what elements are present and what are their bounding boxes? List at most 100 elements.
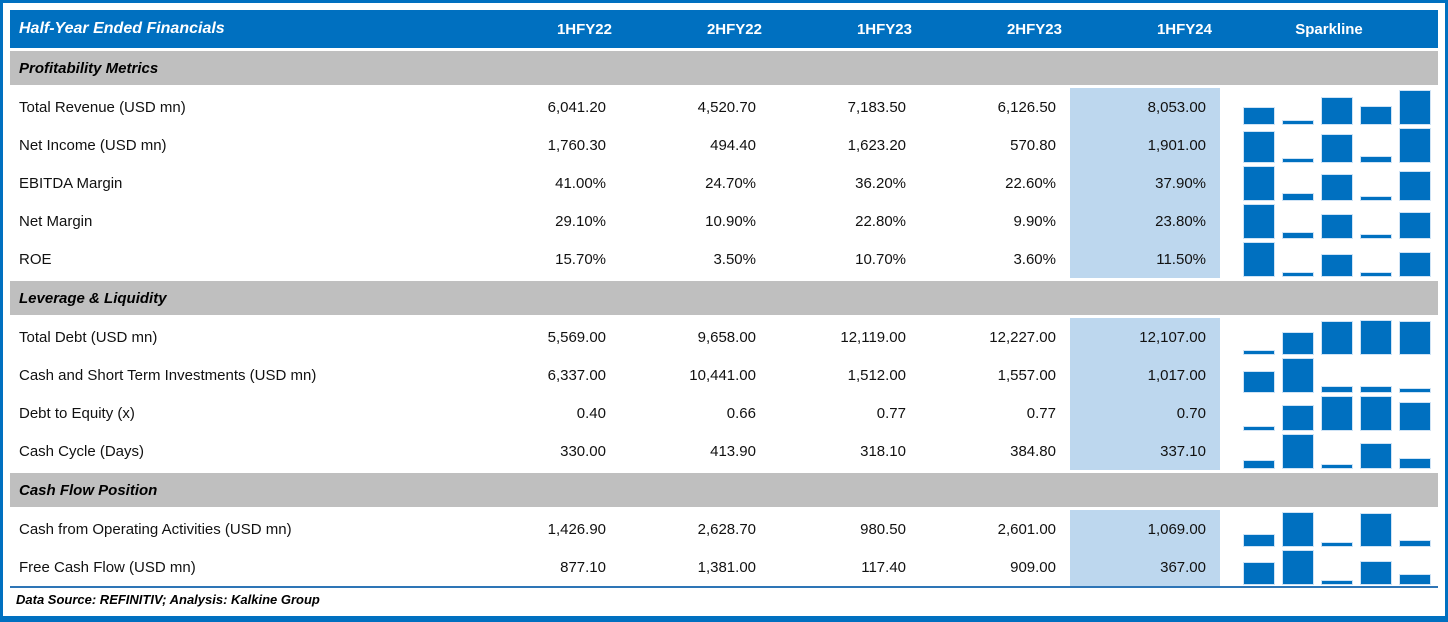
value-cell-1hfy22: 41.00% <box>555 174 606 192</box>
sparkline-bar <box>1243 426 1275 431</box>
value-cell-1hfy22: 877.10 <box>560 558 606 576</box>
sparkline-bar <box>1243 107 1275 125</box>
value-cell-1hfy22: 0.40 <box>576 404 606 422</box>
sparkline-bar <box>1282 192 1314 202</box>
value-cell-1hfy24: 1,017.00 <box>1070 356 1220 394</box>
row-label: Debt to Equity (x) <box>19 404 135 422</box>
sparkline-bar <box>1282 158 1314 163</box>
sparkline <box>1220 240 1438 278</box>
value-cell-1hfy23: 117.40 <box>861 558 906 576</box>
sparkline-bar <box>1282 404 1314 432</box>
value-cell-1hfy22: 1,426.90 <box>547 520 606 538</box>
row-label: Net Margin <box>19 212 93 230</box>
sparkline-bar <box>1360 443 1392 469</box>
table-row-total-debt-usd-mn: Total Debt (USD mn) 5,569.00 9,658.00 12,11… <box>10 318 1438 356</box>
section-header-leverage-liquidity: Leverage & Liquidity <box>10 278 1438 318</box>
value-cell-1hfy22: 6,041.20 <box>547 98 606 116</box>
sparkline-bar <box>1282 512 1314 547</box>
sparkline-bar <box>1399 212 1431 239</box>
sparkline-bar <box>1243 166 1275 201</box>
value-cell-1hfy24: 8,053.00 <box>1070 88 1220 126</box>
column-header-1hfy22: 1HFY22 <box>556 20 612 38</box>
value-cell-2hfy23: 570.80 <box>1010 136 1056 154</box>
sparkline <box>1220 88 1438 126</box>
sparkline-bar <box>1321 464 1353 469</box>
sparkline-bar <box>1282 331 1314 356</box>
table-title: Half-Year Ended Financials <box>19 20 225 37</box>
table-row-roe: ROE 15.70% 3.50% 10.70% 3.60% 11.50% <box>10 240 1438 278</box>
sparkline-bar <box>1360 561 1392 585</box>
section-label: Profitability Metrics <box>19 59 159 77</box>
sparkline-bar <box>1360 196 1392 201</box>
sparkline-bar <box>1282 358 1314 393</box>
sparkline-bar <box>1243 533 1275 548</box>
value-cell-2hfy23: 0.77 <box>1026 404 1056 422</box>
value-cell-2hfy23: 9.90% <box>1013 212 1056 230</box>
row-label: ROE <box>19 250 52 268</box>
sparkline-bar <box>1321 173 1353 202</box>
sparkline <box>1220 432 1438 470</box>
sparkline-bar <box>1282 272 1314 277</box>
row-label: Net Income (USD mn) <box>19 136 167 154</box>
value-cell-1hfy24: 1,069.00 <box>1070 510 1220 548</box>
sparkline-bar <box>1321 396 1353 431</box>
value-cell-1hfy23: 1,512.00 <box>847 366 906 384</box>
row-label: Cash from Operating Activities (USD mn) <box>19 520 292 538</box>
value-cell-1hfy24: 37.90% <box>1070 164 1220 202</box>
sparkline-bar <box>1399 128 1431 163</box>
column-header-1hfy23: 1HFY23 <box>856 20 912 38</box>
sparkline <box>1220 510 1438 548</box>
value-cell-2hfy22: 413.90 <box>710 442 756 460</box>
sparkline-bar <box>1243 371 1275 393</box>
value-cell-1hfy22: 1,760.30 <box>547 136 606 154</box>
value-cell-2hfy23: 909.00 <box>1010 558 1056 576</box>
sparkline-bar <box>1321 97 1353 125</box>
sparkline-bar <box>1360 320 1392 355</box>
value-cell-1hfy24: 12,107.00 <box>1070 318 1220 356</box>
value-cell-2hfy23: 12,227.00 <box>989 328 1056 346</box>
table-row-total-revenue-usd-mn: Total Revenue (USD mn) 6,041.20 4,520.70 7,… <box>10 88 1438 126</box>
value-cell-1hfy22: 29.10% <box>555 212 606 230</box>
sparkline-bar <box>1321 542 1353 547</box>
value-cell-2hfy22: 10.90% <box>705 212 756 230</box>
sparkline-bar <box>1321 213 1353 240</box>
table-row-ebitda-margin: EBITDA Margin 41.00% 24.70% 36.20% 22.60% 37.… <box>10 164 1438 202</box>
value-cell-2hfy23: 3.60% <box>1013 250 1056 268</box>
row-label: Total Revenue (USD mn) <box>19 98 186 116</box>
row-label: Cash Cycle (Days) <box>19 442 145 460</box>
section-label: Cash Flow Position <box>19 481 158 499</box>
table-row-net-margin: Net Margin 29.10% 10.90% 22.80% 9.90% 23.80% <box>10 202 1438 240</box>
sparkline-bar <box>1243 204 1275 239</box>
sparkline-bar <box>1360 156 1392 163</box>
value-cell-1hfy23: 12,119.00 <box>840 328 906 346</box>
sparkline-bar <box>1321 320 1353 355</box>
section-label: Leverage & Liquidity <box>19 289 167 307</box>
value-cell-2hfy23: 22.60% <box>1005 174 1056 192</box>
sparkline-bar <box>1243 350 1275 355</box>
value-cell-2hfy22: 1,381.00 <box>697 558 756 576</box>
sparkline-bar <box>1282 120 1314 125</box>
value-cell-1hfy24: 337.10 <box>1070 432 1220 470</box>
table-row-free-cash-flow-usd-mn: Free Cash Flow (USD mn) 877.10 1,381.00 117… <box>10 548 1438 586</box>
value-cell-2hfy22: 2,628.70 <box>697 520 756 538</box>
table-body: Profitability Metrics Total Revenue (USD … <box>10 48 1438 586</box>
value-cell-2hfy22: 24.70% <box>705 174 756 192</box>
column-header-1hfy24: 1HFY24 <box>1156 20 1212 38</box>
row-label: Cash and Short Term Investments (USD mn) <box>19 366 317 384</box>
value-cell-1hfy22: 330.00 <box>560 442 606 460</box>
sparkline-bar <box>1399 540 1431 547</box>
section-header-cash-flow-position: Cash Flow Position <box>10 470 1438 510</box>
sparkline <box>1220 202 1438 240</box>
sparkline-bar <box>1360 106 1392 125</box>
sparkline-bar <box>1399 574 1431 585</box>
sparkline <box>1220 548 1438 586</box>
value-cell-1hfy23: 980.50 <box>860 520 906 538</box>
row-label: EBITDA Margin <box>19 174 123 192</box>
sparkline <box>1220 394 1438 432</box>
value-cell-2hfy22: 0.66 <box>726 404 756 422</box>
sparkline-bar <box>1243 242 1275 277</box>
sparkline-bar <box>1399 252 1431 277</box>
sparkline-bar <box>1243 460 1275 469</box>
value-cell-2hfy22: 9,658.00 <box>697 328 756 346</box>
